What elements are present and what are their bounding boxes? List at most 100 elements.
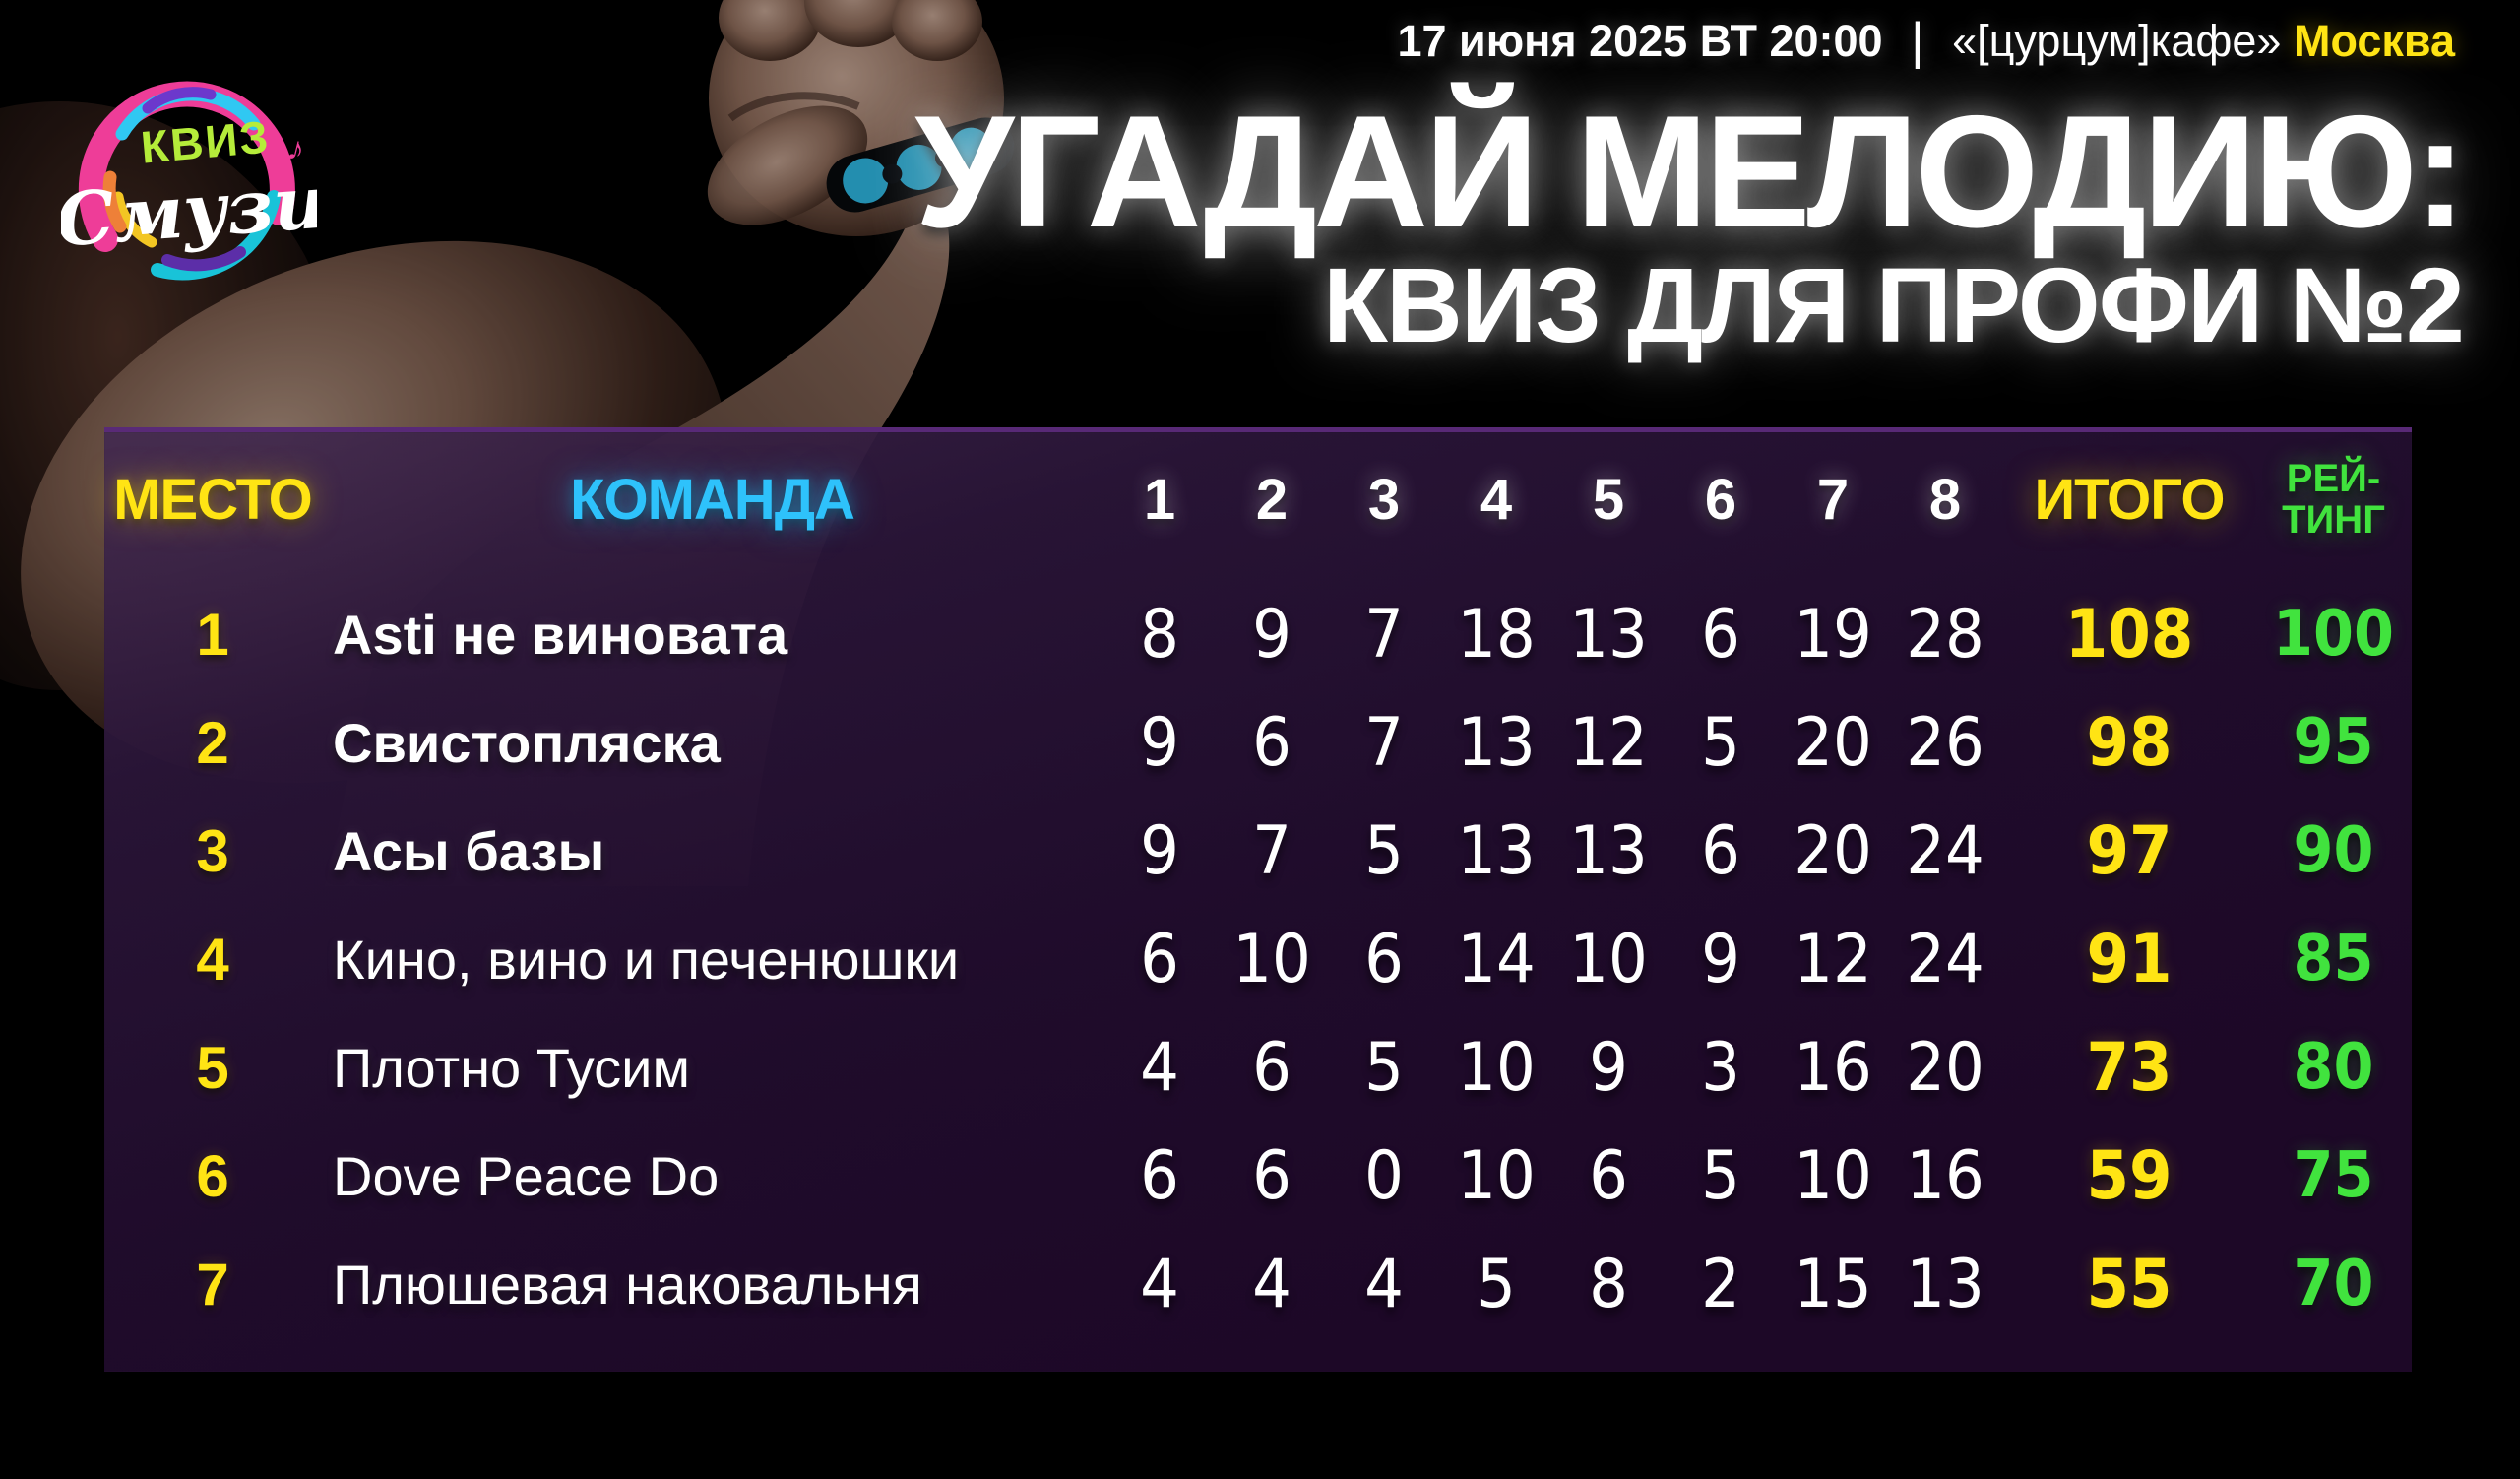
round-score-5: 9 xyxy=(1589,1028,1628,1107)
table-body: 1 Asti не виновата 8 9 7 18 13 6 19 28 1… xyxy=(104,580,2412,1338)
round-score-5: 13 xyxy=(1569,595,1648,674)
table-row: 2 Свистопляска 9 6 7 13 12 5 20 26 98 95 xyxy=(104,688,2412,797)
place-cell: 7 xyxy=(196,1251,229,1318)
rating-score: 95 xyxy=(2293,706,2374,779)
table-row: 7 Плюшевая наковальня 4 4 4 5 8 2 15 13 … xyxy=(104,1230,2412,1338)
logo-orange-arc xyxy=(102,170,127,233)
logo-bottom-purple-arc xyxy=(161,246,246,272)
round-score-2: 6 xyxy=(1252,1028,1292,1107)
round-score-7: 16 xyxy=(1794,1028,1872,1107)
rating-score: 75 xyxy=(2293,1139,2374,1212)
header-rating-line2: ТИНГ xyxy=(2282,498,2385,542)
team-name: Dove Peace Do xyxy=(333,1144,720,1207)
round-score-6: 6 xyxy=(1701,811,1740,890)
event-info: 17 июня 2025 ВТ 20:00 | «[цурцум]кафе» М… xyxy=(1397,10,2456,70)
round-score-1: 9 xyxy=(1140,703,1179,782)
total-score: 73 xyxy=(2086,1028,2173,1107)
round-score-5: 8 xyxy=(1589,1245,1628,1323)
team-name: Кино, вино и печенюшки xyxy=(333,928,960,991)
round-score-8: 26 xyxy=(1906,703,1984,782)
round-score-7: 15 xyxy=(1794,1245,1872,1323)
round-score-6: 5 xyxy=(1701,703,1740,782)
place-cell: 1 xyxy=(196,601,229,668)
total-score: 91 xyxy=(2086,920,2173,998)
round-score-7: 20 xyxy=(1794,703,1872,782)
round-score-1: 6 xyxy=(1140,920,1179,998)
round-score-2: 6 xyxy=(1252,1136,1292,1215)
total-score: 108 xyxy=(2064,595,2194,674)
place-cell: 6 xyxy=(196,1142,229,1209)
round-score-4: 14 xyxy=(1457,920,1536,998)
round-score-2: 10 xyxy=(1232,920,1311,998)
round-score-6: 6 xyxy=(1701,595,1740,674)
round-score-3: 6 xyxy=(1364,920,1404,998)
round-score-3: 7 xyxy=(1364,703,1404,782)
round-score-1: 9 xyxy=(1140,811,1179,890)
round-score-1: 8 xyxy=(1140,595,1179,674)
event-city: Москва xyxy=(2293,16,2455,66)
header-round-4: 4 xyxy=(1480,467,1513,532)
place-cell: 5 xyxy=(196,1034,229,1101)
round-score-2: 6 xyxy=(1252,703,1292,782)
round-score-4: 10 xyxy=(1457,1028,1536,1107)
team-name: Асы базы xyxy=(333,819,605,882)
round-score-6: 3 xyxy=(1701,1028,1740,1107)
round-score-8: 24 xyxy=(1906,811,1984,890)
round-score-5: 10 xyxy=(1569,920,1648,998)
place-cell: 3 xyxy=(196,817,229,884)
round-score-7: 20 xyxy=(1794,811,1872,890)
round-score-6: 2 xyxy=(1701,1245,1740,1323)
round-score-8: 28 xyxy=(1906,595,1984,674)
wristband xyxy=(826,117,1015,213)
table-row: 6 Dove Peace Do 6 6 0 10 6 5 10 16 59 75 xyxy=(104,1122,2412,1230)
header-rating: РЕЙ- ТИНГ xyxy=(2257,458,2410,541)
round-score-4: 10 xyxy=(1457,1136,1536,1215)
round-score-1: 4 xyxy=(1140,1245,1179,1323)
round-score-7: 19 xyxy=(1794,595,1872,674)
header-round-7: 7 xyxy=(1816,467,1850,532)
round-score-8: 16 xyxy=(1906,1136,1984,1215)
header-round-2: 2 xyxy=(1255,467,1289,532)
header-place: МЕСТО xyxy=(113,467,313,532)
round-score-7: 10 xyxy=(1794,1136,1872,1215)
header-round-1: 1 xyxy=(1143,467,1176,532)
total-score: 98 xyxy=(2086,703,2173,782)
round-score-6: 9 xyxy=(1701,920,1740,998)
results-table: МЕСТО КОМАНДА 1 2 3 4 5 6 7 8 ИТОГО РЕЙ-… xyxy=(104,427,2412,1372)
event-datetime: 17 июня 2025 ВТ 20:00 xyxy=(1397,16,1883,66)
table-row: 4 Кино, вино и печенюшки 6 10 6 14 10 9 … xyxy=(104,905,2412,1013)
header-round-6: 6 xyxy=(1704,467,1737,532)
round-score-8: 13 xyxy=(1906,1245,1984,1323)
round-score-3: 5 xyxy=(1364,811,1404,890)
round-score-3: 7 xyxy=(1364,595,1404,674)
total-score: 55 xyxy=(2086,1245,2173,1323)
table-header-row: МЕСТО КОМАНДА 1 2 3 4 5 6 7 8 ИТОГО РЕЙ-… xyxy=(104,452,2412,547)
page-title: УГАДАЙ МЕЛОДИЮ: КВИЗ ДЛЯ ПРОФИ №2 xyxy=(914,93,2467,364)
team-name: Плюшевая наковальня xyxy=(333,1253,922,1316)
round-score-4: 5 xyxy=(1477,1245,1516,1323)
header-round-3: 3 xyxy=(1367,467,1401,532)
header-team: КОМАНДА xyxy=(570,467,855,532)
header-total: ИТОГО xyxy=(2034,467,2225,532)
round-score-6: 5 xyxy=(1701,1136,1740,1215)
round-score-5: 6 xyxy=(1589,1136,1628,1215)
round-score-3: 4 xyxy=(1364,1245,1404,1323)
round-score-4: 18 xyxy=(1457,595,1536,674)
rating-score: 80 xyxy=(2293,1031,2374,1104)
round-score-4: 13 xyxy=(1457,811,1536,890)
total-score: 59 xyxy=(2086,1136,2173,1215)
rating-score: 70 xyxy=(2293,1248,2374,1320)
table-row: 1 Asti не виновата 8 9 7 18 13 6 19 28 1… xyxy=(104,580,2412,688)
round-score-3: 5 xyxy=(1364,1028,1404,1107)
round-score-5: 12 xyxy=(1569,703,1648,782)
logo-yellow-arc xyxy=(112,191,158,248)
header-round-5: 5 xyxy=(1592,467,1625,532)
round-score-8: 24 xyxy=(1906,920,1984,998)
rating-score: 100 xyxy=(2273,598,2394,671)
table-row: 3 Асы базы 9 7 5 13 13 6 20 24 97 90 xyxy=(104,797,2412,905)
round-score-1: 4 xyxy=(1140,1028,1179,1107)
round-score-2: 9 xyxy=(1252,595,1292,674)
title-line2: КВИЗ ДЛЯ ПРОФИ №2 xyxy=(1322,245,2465,364)
team-name: Asti не виновата xyxy=(333,603,788,666)
